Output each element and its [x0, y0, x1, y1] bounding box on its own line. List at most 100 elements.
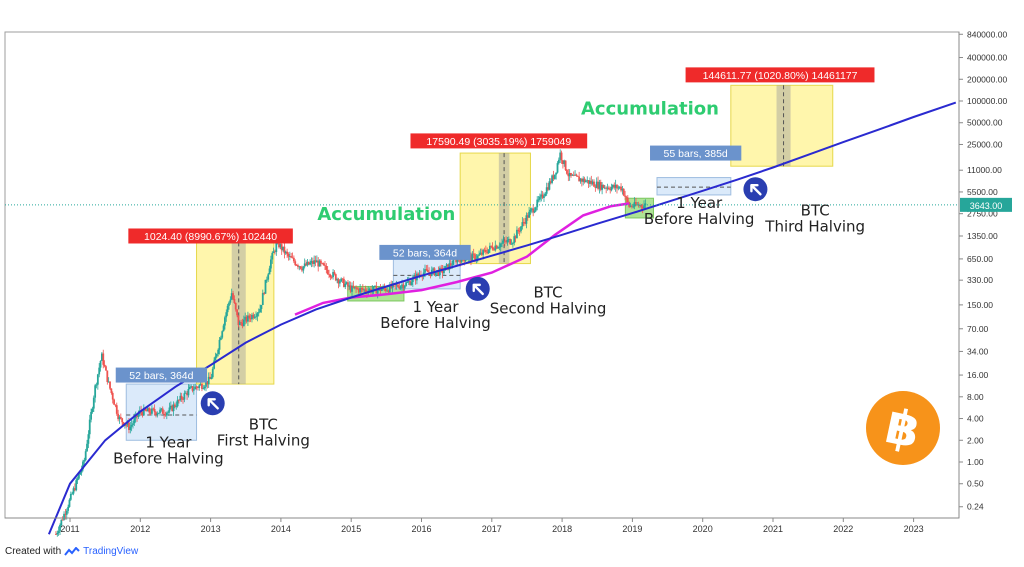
candle-body — [247, 315, 249, 322]
candle-body — [640, 204, 643, 207]
candle-body — [597, 181, 599, 189]
y-tick-label: 1.00 — [967, 457, 984, 467]
candle-body — [322, 263, 325, 266]
candle-body — [244, 316, 247, 320]
axes: 840000.00 400000.00 200000.00 100000.00 5000… — [5, 29, 1012, 534]
candle-body — [620, 186, 622, 191]
candle-body — [83, 460, 86, 462]
candle-body — [417, 273, 420, 276]
candle-body — [329, 274, 332, 278]
candle-body — [599, 182, 602, 190]
candle-body — [295, 264, 298, 266]
candle-body — [471, 253, 474, 261]
candle-body — [133, 418, 136, 424]
candle-body — [160, 408, 163, 410]
candle-body — [94, 385, 97, 398]
candle-body — [360, 288, 363, 289]
candle-body — [165, 412, 168, 416]
candle-body — [543, 196, 545, 198]
candle-body — [476, 255, 479, 259]
measure-label: 55 bars, 385d — [664, 148, 728, 160]
candle-body — [502, 240, 505, 243]
candle-body — [443, 270, 445, 274]
candle-body — [533, 210, 536, 213]
candle-body — [607, 187, 610, 190]
candle-body — [530, 208, 533, 210]
candle-body — [463, 258, 466, 262]
y-tick-label: 200000.00 — [967, 74, 1007, 84]
candle-body — [622, 188, 625, 196]
candle-body — [128, 422, 130, 430]
candle-body — [84, 451, 87, 461]
candle-body — [103, 364, 106, 367]
candle-body — [498, 246, 501, 248]
candle-body — [69, 493, 72, 500]
candle-body — [425, 269, 428, 270]
candle-body — [605, 187, 608, 189]
candle-body — [614, 184, 617, 188]
candle-body — [641, 206, 644, 209]
halving-annotation-line: Second Halving — [490, 299, 607, 317]
candle-body — [505, 241, 508, 243]
candle-body — [56, 532, 59, 535]
candle-body — [126, 422, 129, 426]
candle-body — [353, 287, 356, 289]
candle-body — [372, 286, 375, 290]
candle-body — [537, 199, 540, 201]
candle-body — [601, 184, 604, 190]
tradingview-link[interactable]: TradingView — [83, 546, 139, 557]
candle-body — [99, 360, 102, 368]
candle-body — [391, 283, 394, 288]
candle-body — [325, 265, 328, 270]
candle-body — [110, 388, 113, 394]
candle-body — [332, 272, 334, 278]
candle-body — [361, 288, 364, 290]
candle-body — [290, 256, 293, 258]
candle-body — [539, 196, 541, 200]
candle-body — [447, 264, 449, 270]
candle-body — [525, 215, 528, 224]
candle-body — [397, 284, 399, 287]
x-tick-label: 2019 — [622, 524, 642, 534]
candle-body — [386, 290, 389, 292]
candle-body — [399, 286, 402, 289]
candle-body — [188, 386, 191, 389]
candle-body — [609, 189, 612, 191]
footer: Created with TradingView — [5, 546, 138, 557]
candle-body — [321, 263, 324, 264]
candle-body — [520, 226, 522, 232]
candle-body — [503, 240, 506, 242]
candle-body — [555, 172, 558, 175]
candle-body — [205, 381, 207, 387]
candle-body — [337, 279, 340, 284]
candle-body — [209, 376, 211, 380]
candle-body — [418, 274, 421, 276]
candle-body — [119, 416, 122, 419]
candle-body — [167, 411, 170, 413]
candle-body — [129, 426, 132, 430]
candles-layer — [55, 149, 647, 537]
measure-label-bg — [685, 67, 875, 83]
candle-body — [318, 260, 321, 267]
candle-body — [387, 290, 390, 293]
candle-body — [324, 265, 326, 267]
candle-body — [76, 478, 79, 481]
candle-body — [130, 425, 133, 427]
candle-body — [230, 293, 233, 300]
candle-body — [513, 236, 516, 243]
candle-body — [428, 272, 430, 273]
candle-body — [78, 474, 80, 479]
candle-body — [368, 288, 371, 291]
y-tick-label: 330.00 — [967, 275, 993, 285]
candle-body — [198, 385, 201, 388]
arrow-marker-glyph — [472, 283, 484, 296]
candle-body — [164, 414, 167, 416]
candle-body — [219, 337, 222, 340]
candle-body — [514, 236, 517, 239]
candle-body — [284, 251, 287, 254]
candle-body — [184, 392, 187, 394]
candle-body — [582, 178, 585, 182]
x-tick-label: 2011 — [60, 524, 79, 534]
candle-body — [122, 422, 125, 426]
